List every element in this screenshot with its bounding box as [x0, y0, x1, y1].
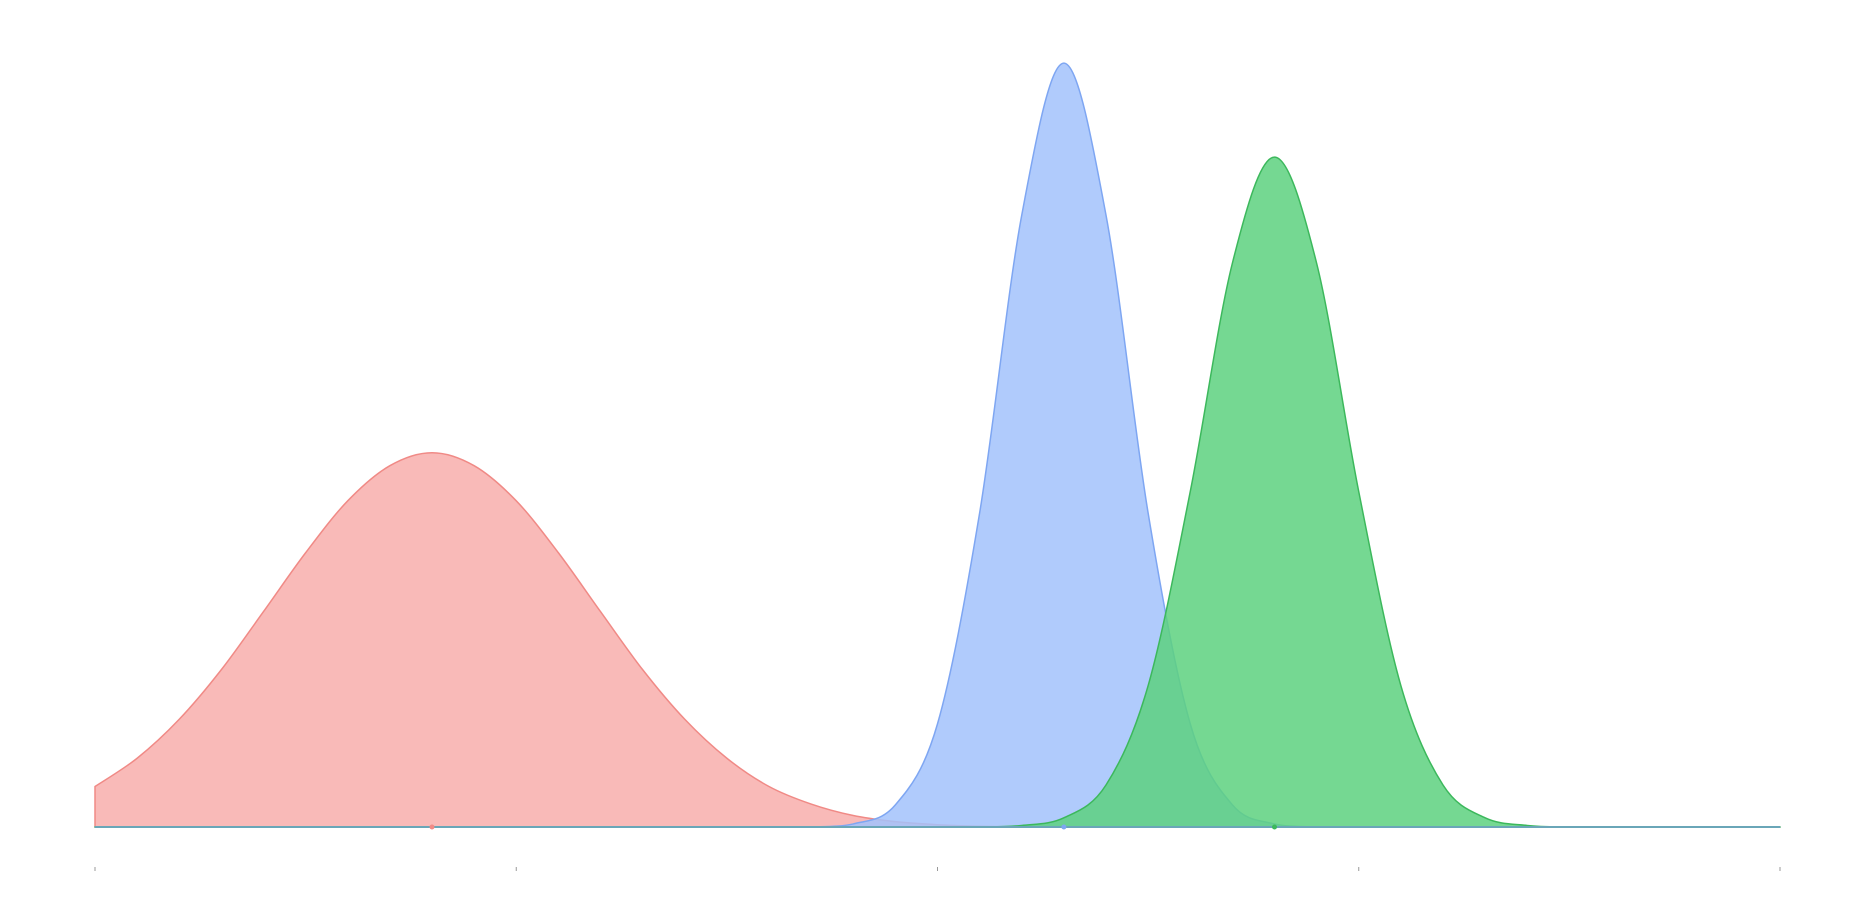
mean-marker [429, 824, 435, 830]
mean-marker [1272, 824, 1277, 830]
mean-marker [1061, 824, 1067, 830]
